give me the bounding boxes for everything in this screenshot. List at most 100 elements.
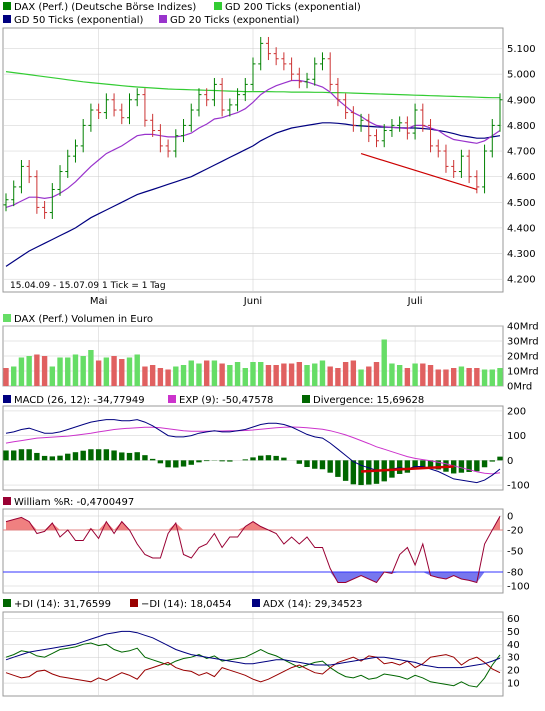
volume-bar [319,360,326,386]
legend-swatch-gd50 [3,15,11,23]
divergence-bar [57,455,63,461]
legend-label-divergence: Divergence: 15,69628 [313,395,424,406]
month-label: Mai [90,296,108,307]
divergence-bar [126,452,133,461]
legend-swatch-dim [130,599,138,607]
dmi-tick-label: 50 [507,627,520,638]
dmi-tick-label: 20 [507,666,520,677]
volume-bar [134,354,140,386]
divergence-bar [273,455,279,461]
divergence-bar [88,449,94,461]
month-label: Juli [407,296,423,307]
divergence-bar [196,460,202,463]
divergence-bar [312,460,318,469]
divergence-bar [111,450,117,461]
legend-swatch-dip [3,599,11,607]
divergence-bar [373,460,380,484]
volume-bar [26,356,32,386]
month-label: Juni [243,296,262,307]
divergence-bar [95,449,102,461]
divergence-bar [72,452,79,461]
dip-line [5,642,501,688]
period-label: 15.04.09 - 15.07.09 1 Tick = 1 Tag [10,281,166,291]
dim-line [5,654,501,683]
volume-bar [350,360,357,386]
price-bars [3,36,503,219]
divergence-bar [420,460,426,468]
legend-swatch-exp [168,395,176,403]
legend-swatch-gd20 [159,15,167,23]
gd20-line [5,79,501,208]
price-tick-label: 4.500 [507,198,536,209]
gd50-line [5,122,501,267]
divergence-bar [458,460,465,473]
volume-bar [412,363,418,386]
exp-line [5,426,501,475]
volume-bar [72,354,79,386]
volume-bar [373,362,380,386]
volume-bar [258,362,264,386]
legend-label-macd: MACD (26, 12): -34,77949 [14,395,145,406]
price-tick-label: 4.900 [507,95,536,106]
divergence-bar [497,456,503,461]
legend-label-gd20: GD 20 Ticks (exponential) [170,15,299,26]
volume-bar [396,365,403,386]
macd-tick-label: 100 [507,431,526,442]
volume-bar [49,366,56,386]
dmi-tick-label: 40 [507,640,520,651]
volume-bar [88,350,94,386]
volume-bar [188,360,194,386]
divergence-bar [18,449,25,461]
legend-swatch-divergence [302,395,310,403]
macd-trendline [360,465,454,473]
volume-bar [119,359,125,386]
divergence-bar [188,460,194,465]
divergence-bar [265,455,272,461]
legend-label-dip: +DI (14): 31,76599 [14,599,111,610]
dmi-legend: +DI (14): 31,76599 −DI (14): 18,0454 ADX… [3,599,362,610]
divergence-bar [26,449,32,461]
volume-bar [142,366,148,386]
divergence-bar [281,457,287,461]
plot-layer: 4.200 4.300 4.400 4.500 4.600 4.700 4.800 4.900… [3,28,539,696]
divergence-bar [304,460,310,468]
william-tick-label: 0 [507,512,513,523]
william-line [5,516,501,584]
divergence-bar [481,460,488,468]
legend-label-dim: −DI (14): 18,0454 [141,599,232,610]
dmi-tick-label: 60 [507,614,520,625]
price-tick-label: 4.600 [507,172,536,183]
volume-bar [435,369,441,386]
price-tick-label: 4.200 [507,275,536,286]
legend-swatch-dax [3,2,11,10]
volume-bar [474,368,480,386]
price-tick-label: 5.000 [507,70,536,81]
divergence-bar [327,460,333,473]
legend-label-william: William %R: -0,4700497 [14,497,134,508]
divergence-bar [435,460,441,470]
volume-bar [180,365,187,386]
divergence-bar [319,460,326,470]
divergence-bar [219,460,225,462]
divergence-bar [119,452,125,461]
volume-bar [173,366,179,386]
divergence-bar [466,460,472,472]
divergence-bar [49,456,56,461]
divergence-bar [342,460,349,481]
divergence-bar [134,452,140,461]
divergence-bar [427,460,434,469]
volume-tick-label: 0Mrd [507,382,532,393]
volume-bar [404,368,411,386]
macd-tick-label: 0 [507,456,513,467]
divergence-bar [358,460,364,486]
divergence-bar [103,449,110,461]
divergence-bar [242,459,248,461]
divergence-bar [227,460,233,462]
volume-bar [312,363,318,386]
macd-tick-label: -100 [507,481,530,492]
volume-bar [219,363,225,386]
volume-bar [34,354,40,386]
divergence-bar [404,460,411,473]
volume-bar [111,356,117,386]
